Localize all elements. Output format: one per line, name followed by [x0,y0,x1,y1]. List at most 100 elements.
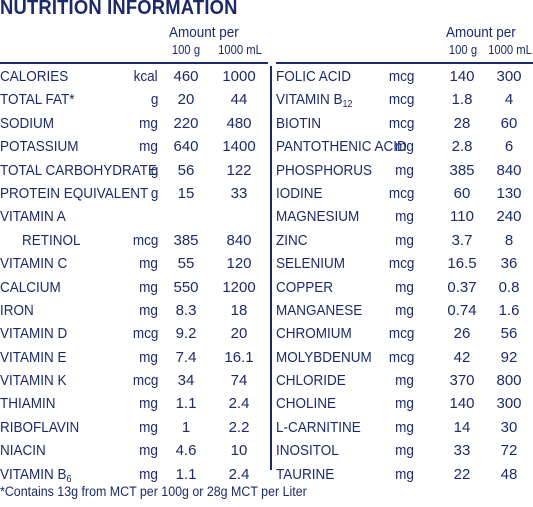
value-per-1000ml: 1400 [222,138,256,156]
value-per-1000ml: 4 [504,91,514,109]
nutrient-row: SELENIUM mcg 16.5 36 [276,252,533,275]
nutrient-label: VITAMIN E [0,348,67,366]
nutrient-label: BIOTIN [276,114,322,132]
value-per-1000ml: 840 [226,231,252,249]
value-per-100g: 60 [453,184,471,202]
value-per-1000ml: 48 [500,465,518,483]
nutrient-row: BIOTIN mcg 28 60 [276,112,533,135]
nutrient-row: MAGNESIUM mg 110 240 [276,205,533,228]
value-per-100g: 2.8 [451,138,473,156]
value-per-100g: 220 [173,114,199,132]
nutrient-unit: mg [395,231,414,249]
nutrient-subscript: 12 [342,99,353,111]
nutrient-label: CHOLINE [276,395,337,413]
value-per-100g: 42 [453,348,471,366]
nutrient-row: VITAMIN E mg 7.4 16.1 [0,346,268,369]
value-per-1000ml: 2.4 [228,465,250,483]
value-per-1000ml: 800 [496,372,522,390]
header-rule [0,62,268,64]
value-per-100g: 370 [449,372,475,390]
nutrient-row: CHLORIDE mg 370 800 [276,369,533,392]
nutrient-label: THIAMIN [0,395,56,413]
value-per-100g: 28 [453,114,471,132]
value-per-1000ml: 92 [500,348,518,366]
page-title: NUTRITION INFORMATION [0,0,238,19]
nutrient-label: SELENIUM [276,255,346,273]
value-per-1000ml: 8 [504,231,514,249]
nutrient-rows-left: CALORIES kcal 460 1000 TOTAL FAT* g 20 44 SODIUM… [0,65,268,486]
nutrient-label: RETINOL [22,231,81,249]
value-per-1000ml: 240 [496,208,522,226]
value-per-1000ml: 18 [230,301,248,319]
nutrient-unit: mg [139,442,158,460]
per-100g-header: 100 g [448,43,478,57]
value-per-100g: 0.37 [447,278,477,296]
value-per-100g: 640 [173,138,199,156]
nutrient-label: SODIUM [0,114,54,132]
nutrient-label: RIBOFLAVIN [0,418,80,436]
value-per-1000ml: 36 [500,255,518,273]
value-per-1000ml: 300 [496,68,522,85]
value-per-100g: 20 [177,91,195,109]
value-per-1000ml: 74 [230,372,248,390]
nutrient-unit: mcg [132,231,158,249]
per-100g-header: 100 g [171,43,201,57]
nutrient-label: CALCIUM [0,278,61,296]
nutrient-unit: mcg [388,68,414,85]
value-per-1000ml: 30 [500,418,518,436]
nutrient-label: VITAMIN B12 [276,91,353,111]
column-divider [270,66,272,470]
footnote: *Contains 13g from MCT per 100g or 28g M… [0,484,307,499]
value-per-1000ml: 840 [496,161,522,179]
nutrient-unit: g [150,184,158,202]
nutrient-unit: g [150,161,158,179]
nutrient-label: PHOSPHORUS [276,161,373,179]
value-per-100g: 385 [173,231,199,249]
value-per-1000ml: 60 [500,114,518,132]
nutrient-unit: mg [139,465,158,483]
nutrient-row: PHOSPHORUS mg 385 840 [276,159,533,182]
value-per-1000ml: 122 [226,161,252,179]
nutrient-row: PANTOTHENIC ACID mg 2.8 6 [276,135,533,158]
nutrient-label: PROTEIN EQUIVALENT [0,184,149,202]
nutrient-row: THIAMIN mg 1.1 2.4 [0,392,268,415]
nutrient-label: NIACIN [0,442,46,460]
nutrient-unit: mg [395,395,414,413]
nutrient-label: CHLORIDE [276,372,346,390]
nutrient-row: VITAMIN D mcg 9.2 20 [0,322,268,345]
nutrient-row: MANGANESE mg 0.74 1.6 [276,299,533,322]
value-per-1000ml: 300 [496,395,522,413]
nutrient-row: PROTEIN EQUIVALENT g 15 33 [0,182,268,205]
nutrient-unit: mcg [388,184,414,202]
value-per-100g: 55 [177,255,195,273]
nutrient-unit: mcg [388,325,414,343]
nutrient-row: INOSITOL mg 33 72 [276,439,533,462]
nutrient-unit: mg [139,278,158,296]
nutrient-unit: mg [395,418,414,436]
value-per-1000ml: 1.6 [498,301,520,319]
nutrient-row: MOLYBDENUM mcg 42 92 [276,346,533,369]
nutrient-row: POTASSIUM mg 640 1400 [0,135,268,158]
nutrient-label: VITAMIN A [0,208,66,226]
nutrient-row: CALCIUM mg 550 1200 [0,276,268,299]
nutrient-row: VITAMIN K mcg 34 74 [0,369,268,392]
value-per-100g: 1 [181,418,191,436]
value-per-100g: 16.5 [447,255,477,273]
value-per-100g: 14 [453,418,471,436]
nutrient-rows-right: FOLIC ACID mcg 140 300 VITAMIN B12 mcg 1.8 4 BIO… [276,65,533,486]
value-per-100g: 550 [173,278,199,296]
value-per-1000ml: 1000 [222,68,256,85]
nutrient-unit: mcg [388,114,414,132]
value-per-1000ml: 20 [230,325,248,343]
nutrient-label: PANTOTHENIC ACID [276,138,407,156]
value-per-100g: 460 [173,68,199,85]
value-per-1000ml: 2.4 [228,395,250,413]
nutrient-row: IRON mg 8.3 18 [0,299,268,322]
nutrient-unit: mg [395,278,414,296]
value-per-100g: 4.6 [175,442,197,460]
nutrient-label: VITAMIN C [0,255,68,273]
nutrient-label: TOTAL CARBOHYDRATE [0,161,158,179]
nutrient-label: MAGNESIUM [276,208,360,226]
nutrient-row: COPPER mg 0.37 0.8 [276,276,533,299]
nutrient-label: TOTAL FAT* [0,91,75,109]
